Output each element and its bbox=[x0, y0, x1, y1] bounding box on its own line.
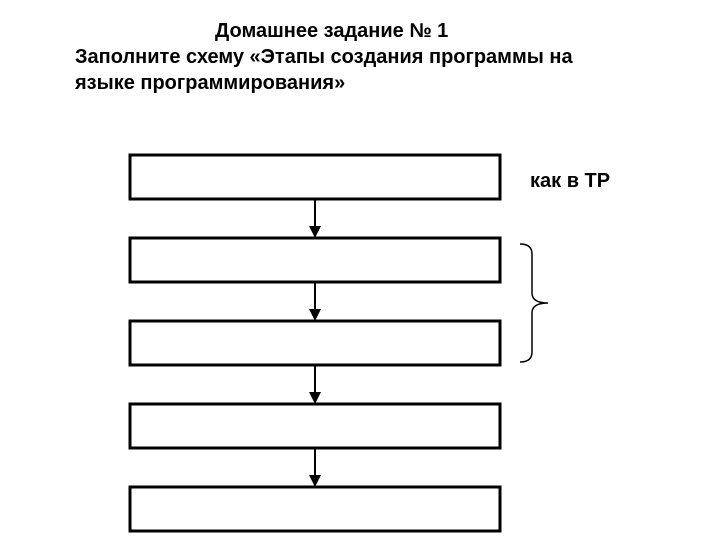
arrow-down-icon bbox=[309, 392, 321, 404]
arrow-down-icon bbox=[309, 475, 321, 487]
curly-bracket-icon bbox=[520, 244, 548, 362]
flow-box bbox=[130, 487, 500, 531]
flow-box bbox=[130, 321, 500, 365]
diagram-svg bbox=[0, 0, 720, 540]
flow-box bbox=[130, 155, 500, 199]
arrow-down-icon bbox=[309, 309, 321, 321]
flow-box bbox=[130, 238, 500, 282]
arrow-down-icon bbox=[309, 226, 321, 238]
flow-box bbox=[130, 404, 500, 448]
